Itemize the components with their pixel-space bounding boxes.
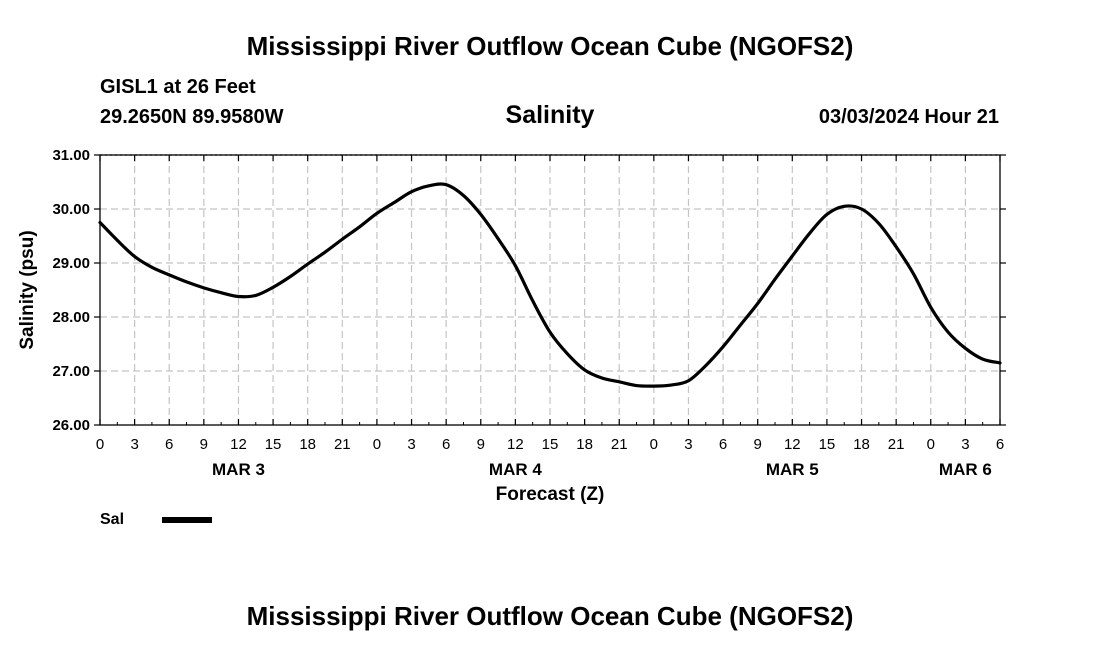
x-tick-label: 21 xyxy=(888,436,905,453)
x-tick-label: 3 xyxy=(130,436,138,453)
y-tick-label: 29.00 xyxy=(52,255,90,272)
x-tick-label: 6 xyxy=(996,436,1004,453)
x-day-label: MAR 4 xyxy=(489,460,542,479)
legend-label: Sal xyxy=(100,511,124,528)
x-tick-label: 0 xyxy=(373,436,381,453)
x-tick-label: 6 xyxy=(165,436,173,453)
x-tick-label: 6 xyxy=(442,436,450,453)
x-tick-label: 3 xyxy=(961,436,969,453)
station-label: GISL1 at 26 Feet xyxy=(100,76,256,98)
y-tick-label: 26.00 xyxy=(52,417,90,434)
x-tick-label: 15 xyxy=(819,436,836,453)
x-tick-label: 6 xyxy=(719,436,727,453)
chart-subtitle: Salinity xyxy=(505,101,595,129)
x-day-label: MAR 6 xyxy=(939,460,992,479)
x-tick-label: 12 xyxy=(784,436,801,453)
station-coordinates: 29.2650N 89.9580W xyxy=(100,106,284,128)
page-title: Mississippi River Outflow Ocean Cube (NG… xyxy=(246,31,854,61)
forecast-datetime: 03/03/2024 Hour 21 xyxy=(818,106,999,128)
x-tick-label: 12 xyxy=(230,436,247,453)
x-day-label: MAR 5 xyxy=(766,460,819,479)
x-tick-label: 3 xyxy=(684,436,692,453)
footer-title: Mississippi River Outflow Ocean Cube (NG… xyxy=(246,601,854,631)
y-tick-label: 28.00 xyxy=(52,309,90,326)
y-axis-title: Salinity (psu) xyxy=(17,230,38,349)
x-tick-label: 0 xyxy=(927,436,935,453)
y-tick-label: 31.00 xyxy=(52,147,90,164)
y-tick-label: 27.00 xyxy=(52,363,90,380)
x-tick-label: 18 xyxy=(576,436,593,453)
x-tick-label: 3 xyxy=(407,436,415,453)
y-tick-label: 30.00 xyxy=(52,201,90,218)
x-tick-label: 15 xyxy=(542,436,559,453)
series-line-sal xyxy=(98,182,1002,388)
x-tick-label: 9 xyxy=(754,436,762,453)
x-tick-label: 21 xyxy=(611,436,628,453)
x-tick-label: 12 xyxy=(507,436,524,453)
x-tick-label: 15 xyxy=(265,436,282,453)
x-tick-label: 18 xyxy=(299,436,316,453)
plot-frame xyxy=(99,154,1001,426)
x-tick-label: 0 xyxy=(650,436,658,453)
x-tick-label: 18 xyxy=(853,436,870,453)
x-tick-label: 0 xyxy=(96,436,104,453)
x-day-label: MAR 3 xyxy=(212,460,265,479)
x-tick-label: 9 xyxy=(477,436,485,453)
x-tick-label: 9 xyxy=(200,436,208,453)
x-tick-label: 21 xyxy=(334,436,351,453)
x-axis-title: Forecast (Z) xyxy=(496,484,605,505)
